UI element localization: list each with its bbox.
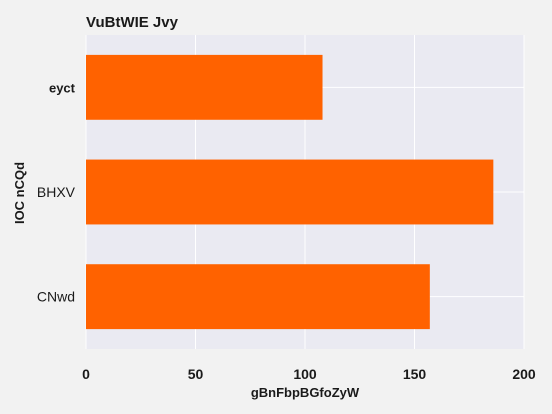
- bar-cnwd: [86, 264, 430, 330]
- y-tick-label: CNwd: [37, 289, 75, 305]
- bars: [86, 54, 494, 330]
- y-tick-label: eyct: [49, 80, 76, 95]
- bar-bhxv: [86, 159, 494, 225]
- x-tick-label: 200: [512, 366, 536, 382]
- x-tick-label: 50: [188, 366, 204, 382]
- bar-eyct: [86, 54, 323, 120]
- y-tick-label: BHXV: [37, 184, 76, 200]
- x-tick-label: 150: [403, 366, 427, 382]
- y-tick-labels: eyct BHXV CNwd: [37, 80, 76, 304]
- y-axis-label: IOC nCQd: [12, 162, 27, 224]
- x-tick-labels: 0 50 100 150 200: [82, 366, 536, 382]
- x-tick-label: 100: [293, 366, 317, 382]
- x-tick-label: 0: [82, 366, 90, 382]
- x-axis-label: gBnFbpBGfoZyW: [251, 385, 360, 400]
- chart-title: VuBtWIE Jvy: [86, 14, 179, 31]
